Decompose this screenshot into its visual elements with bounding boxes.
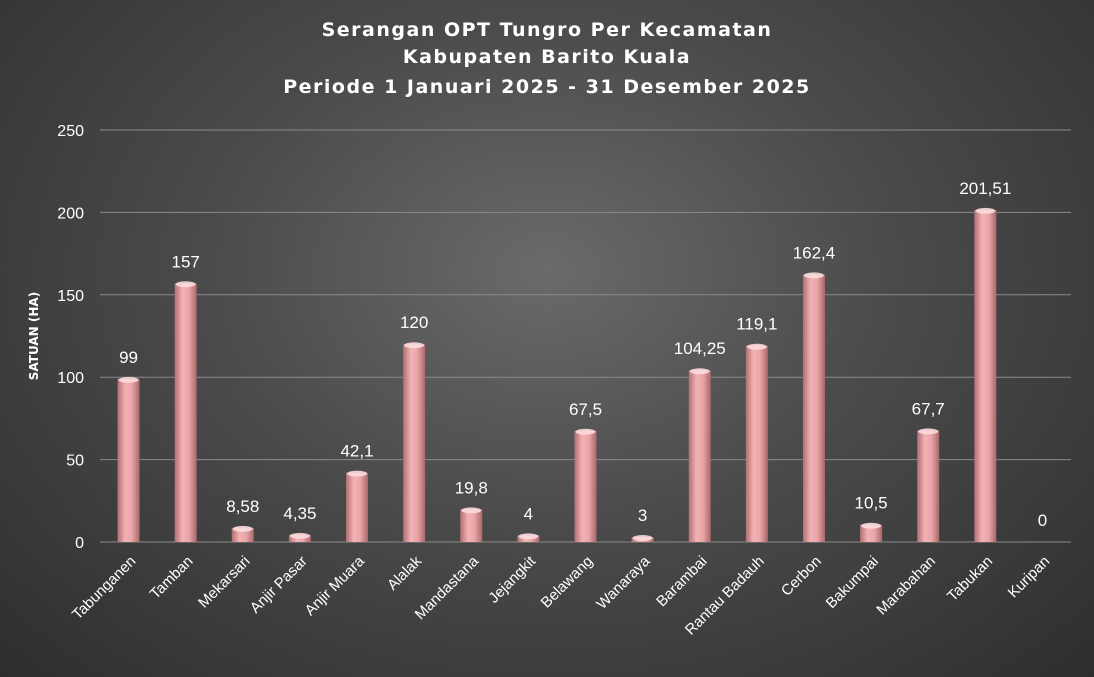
bar	[745, 345, 768, 542]
data-label: 99	[119, 348, 138, 367]
bar-top-highlight	[232, 525, 253, 532]
bar	[974, 209, 997, 543]
x-tick-label: Tamban	[147, 553, 197, 603]
bar	[174, 283, 197, 542]
x-tick-label: Wanaraya	[593, 552, 653, 612]
x-tick-label: Belawang	[538, 553, 597, 612]
y-axis-title: SATUAN (HA)	[27, 292, 41, 380]
bars	[117, 207, 997, 543]
bar-top-highlight	[861, 522, 882, 529]
y-tick-label: 200	[57, 205, 84, 222]
bar	[117, 378, 140, 542]
data-labels: 99 157 8,58 4,35 42,1 120 19,8 4 67,5 3 104,25 119,…	[119, 179, 1047, 530]
x-tick-label: Alalak	[384, 552, 425, 593]
x-tick-label: Barambai	[653, 553, 710, 610]
bar-top-highlight	[918, 428, 939, 435]
data-label: 162,4	[793, 243, 836, 262]
y-tick-label: 150	[57, 288, 84, 305]
x-tick-label: Marabahan	[873, 553, 939, 619]
data-label: 42,1	[340, 442, 373, 461]
gridlines	[100, 129, 1071, 543]
data-label: 4	[524, 504, 533, 523]
x-tick-label: Jejangkit	[485, 552, 539, 606]
y-tick-label: 0	[75, 535, 84, 552]
data-label: 19,8	[455, 478, 488, 497]
chart-title: Serangan OPT Tungro Per Kecamatan Kabupa…	[283, 19, 811, 98]
x-tick-label: Kuripan	[1005, 553, 1054, 602]
bar-top-highlight	[746, 343, 767, 350]
y-axis-ticks: 0 50 100 150 200 250	[57, 123, 84, 552]
data-label: 104,25	[674, 339, 726, 358]
x-tick-label: Mekarsari	[195, 553, 254, 612]
x-tick-label: Bakumpai	[823, 553, 882, 612]
x-tick-label: Anjir Muara	[302, 552, 369, 619]
chart-title-line-2: Kabupaten Barito Kuala	[403, 46, 691, 68]
bar	[346, 472, 369, 542]
bar	[860, 524, 883, 542]
data-label: 157	[171, 252, 199, 271]
data-label: 8,58	[226, 497, 259, 516]
bar-top-highlight	[461, 507, 482, 514]
data-label: 4,35	[283, 504, 316, 523]
y-tick-label: 100	[57, 370, 84, 387]
x-tick-label: Tabukan	[944, 553, 996, 605]
bar	[231, 527, 254, 542]
bar	[574, 430, 597, 542]
bar-top-highlight	[975, 207, 996, 214]
bar-top-highlight	[518, 533, 539, 540]
y-tick-label: 50	[66, 453, 84, 470]
bar	[403, 344, 426, 542]
bar	[688, 370, 711, 542]
bar-top-highlight	[404, 342, 425, 349]
data-label: 3	[638, 506, 647, 525]
data-label: 0	[1038, 511, 1047, 530]
data-label: 67,5	[569, 400, 602, 419]
data-label: 67,7	[912, 399, 945, 418]
bar	[460, 509, 483, 542]
bar-top-highlight	[118, 376, 139, 383]
data-label: 201,51	[959, 179, 1011, 198]
bar-top-highlight	[175, 281, 196, 288]
bar-top-highlight	[632, 535, 653, 542]
data-label: 10,5	[855, 494, 888, 513]
bar-top-highlight	[347, 470, 368, 477]
bar-top-highlight	[689, 368, 710, 375]
bar	[917, 430, 940, 542]
bar-top-highlight	[575, 428, 596, 435]
data-label: 119,1	[736, 315, 777, 334]
bar	[802, 274, 825, 542]
chart-title-line-3: Periode 1 Januari 2025 - 31 Desember 202…	[283, 76, 811, 98]
bar-top-highlight	[803, 272, 824, 279]
y-tick-label: 250	[57, 123, 84, 140]
chart-title-line-1: Serangan OPT Tungro Per Kecamatan	[322, 19, 773, 41]
bar-top-highlight	[289, 532, 310, 539]
x-tick-label: Tabunganen	[69, 553, 139, 623]
data-label: 120	[400, 313, 428, 332]
x-tick-label: Cerbon	[778, 553, 825, 600]
